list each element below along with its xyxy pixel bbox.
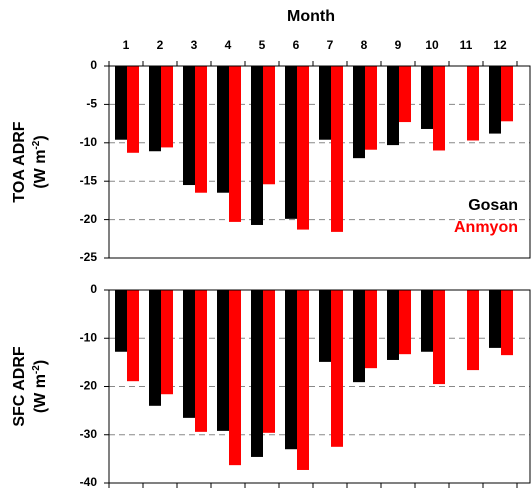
x-tick-label: 2 xyxy=(157,38,164,52)
x-tick-label: 10 xyxy=(425,38,439,52)
bar xyxy=(387,66,399,146)
bar xyxy=(353,290,365,383)
bar xyxy=(229,66,241,222)
y-tick-label: -30 xyxy=(80,427,98,441)
y-tick-label: 0 xyxy=(90,58,97,72)
unit-exp: -2 xyxy=(31,365,42,374)
bar xyxy=(399,290,411,355)
bar xyxy=(319,66,331,140)
y-tick-label: -15 xyxy=(80,173,98,187)
plot-frame xyxy=(108,65,531,259)
bar xyxy=(467,66,479,141)
x-tick-label: 12 xyxy=(493,38,507,52)
bar xyxy=(195,290,207,432)
legend-label: Gosan xyxy=(468,197,518,214)
x-tick-label: 4 xyxy=(225,38,232,52)
bar xyxy=(319,290,331,362)
bar xyxy=(433,290,445,385)
bar xyxy=(331,66,343,232)
bar xyxy=(161,66,173,148)
x-axis-title: Month xyxy=(287,8,335,25)
x-tick-label: 9 xyxy=(395,38,402,52)
y-axis-unit: (W m-2) xyxy=(31,360,50,413)
x-tick-label: 7 xyxy=(327,38,334,52)
bar xyxy=(353,66,365,159)
bar xyxy=(421,66,433,129)
x-tick-label: 3 xyxy=(191,38,198,52)
bar xyxy=(195,66,207,193)
bar xyxy=(285,290,297,450)
x-tick-label: 1 xyxy=(123,38,130,52)
bar xyxy=(115,66,127,140)
bar xyxy=(217,290,229,431)
y-tick-label: -20 xyxy=(80,379,98,393)
bar xyxy=(501,66,513,122)
bar xyxy=(365,66,377,150)
bar xyxy=(489,66,501,134)
y-tick-label: -20 xyxy=(80,212,98,226)
y-tick-label: 0 xyxy=(90,282,97,296)
y-tick-label: -10 xyxy=(80,330,98,344)
plot-frame xyxy=(108,289,531,484)
x-tick-label: 5 xyxy=(259,38,266,52)
bar xyxy=(127,66,139,153)
bar xyxy=(501,290,513,356)
y-tick-label: -25 xyxy=(80,250,98,264)
bar xyxy=(251,290,263,457)
y-tick-label: -5 xyxy=(86,97,97,111)
bar xyxy=(433,66,445,151)
y-tick-label: -40 xyxy=(80,475,98,489)
x-tick-label: 8 xyxy=(361,38,368,52)
bar xyxy=(127,290,139,382)
unit-base: (W m xyxy=(32,374,49,413)
unit-close: ) xyxy=(32,360,49,365)
bar xyxy=(229,290,241,466)
bar xyxy=(251,66,263,225)
bar xyxy=(115,290,127,352)
bar xyxy=(161,290,173,395)
bar xyxy=(285,66,297,219)
y-axis-unit: (W m-2) xyxy=(31,135,50,188)
y-tick-label: -10 xyxy=(80,135,98,149)
bar xyxy=(183,66,195,186)
unit-base: (W m xyxy=(32,150,49,189)
y-axis-title: TOA ADRF xyxy=(11,121,28,202)
bar xyxy=(399,66,411,123)
x-tick-label: 6 xyxy=(293,38,300,52)
bar xyxy=(149,290,161,406)
bar xyxy=(467,290,479,371)
bar xyxy=(183,290,195,418)
bar xyxy=(387,290,399,360)
bar xyxy=(331,290,343,447)
bar xyxy=(489,290,501,348)
bar xyxy=(263,66,275,185)
bar xyxy=(421,290,433,352)
bar xyxy=(297,290,309,470)
bar xyxy=(263,290,275,433)
bar xyxy=(365,290,377,369)
bar xyxy=(149,66,161,152)
bar xyxy=(217,66,229,193)
x-tick-label: 11 xyxy=(460,38,473,52)
y-axis-title: SFC ADRF xyxy=(11,346,28,427)
bar xyxy=(297,66,309,230)
legend-label: Anmyon xyxy=(454,219,518,236)
unit-exp: -2 xyxy=(31,140,42,149)
unit-close: ) xyxy=(32,135,49,140)
